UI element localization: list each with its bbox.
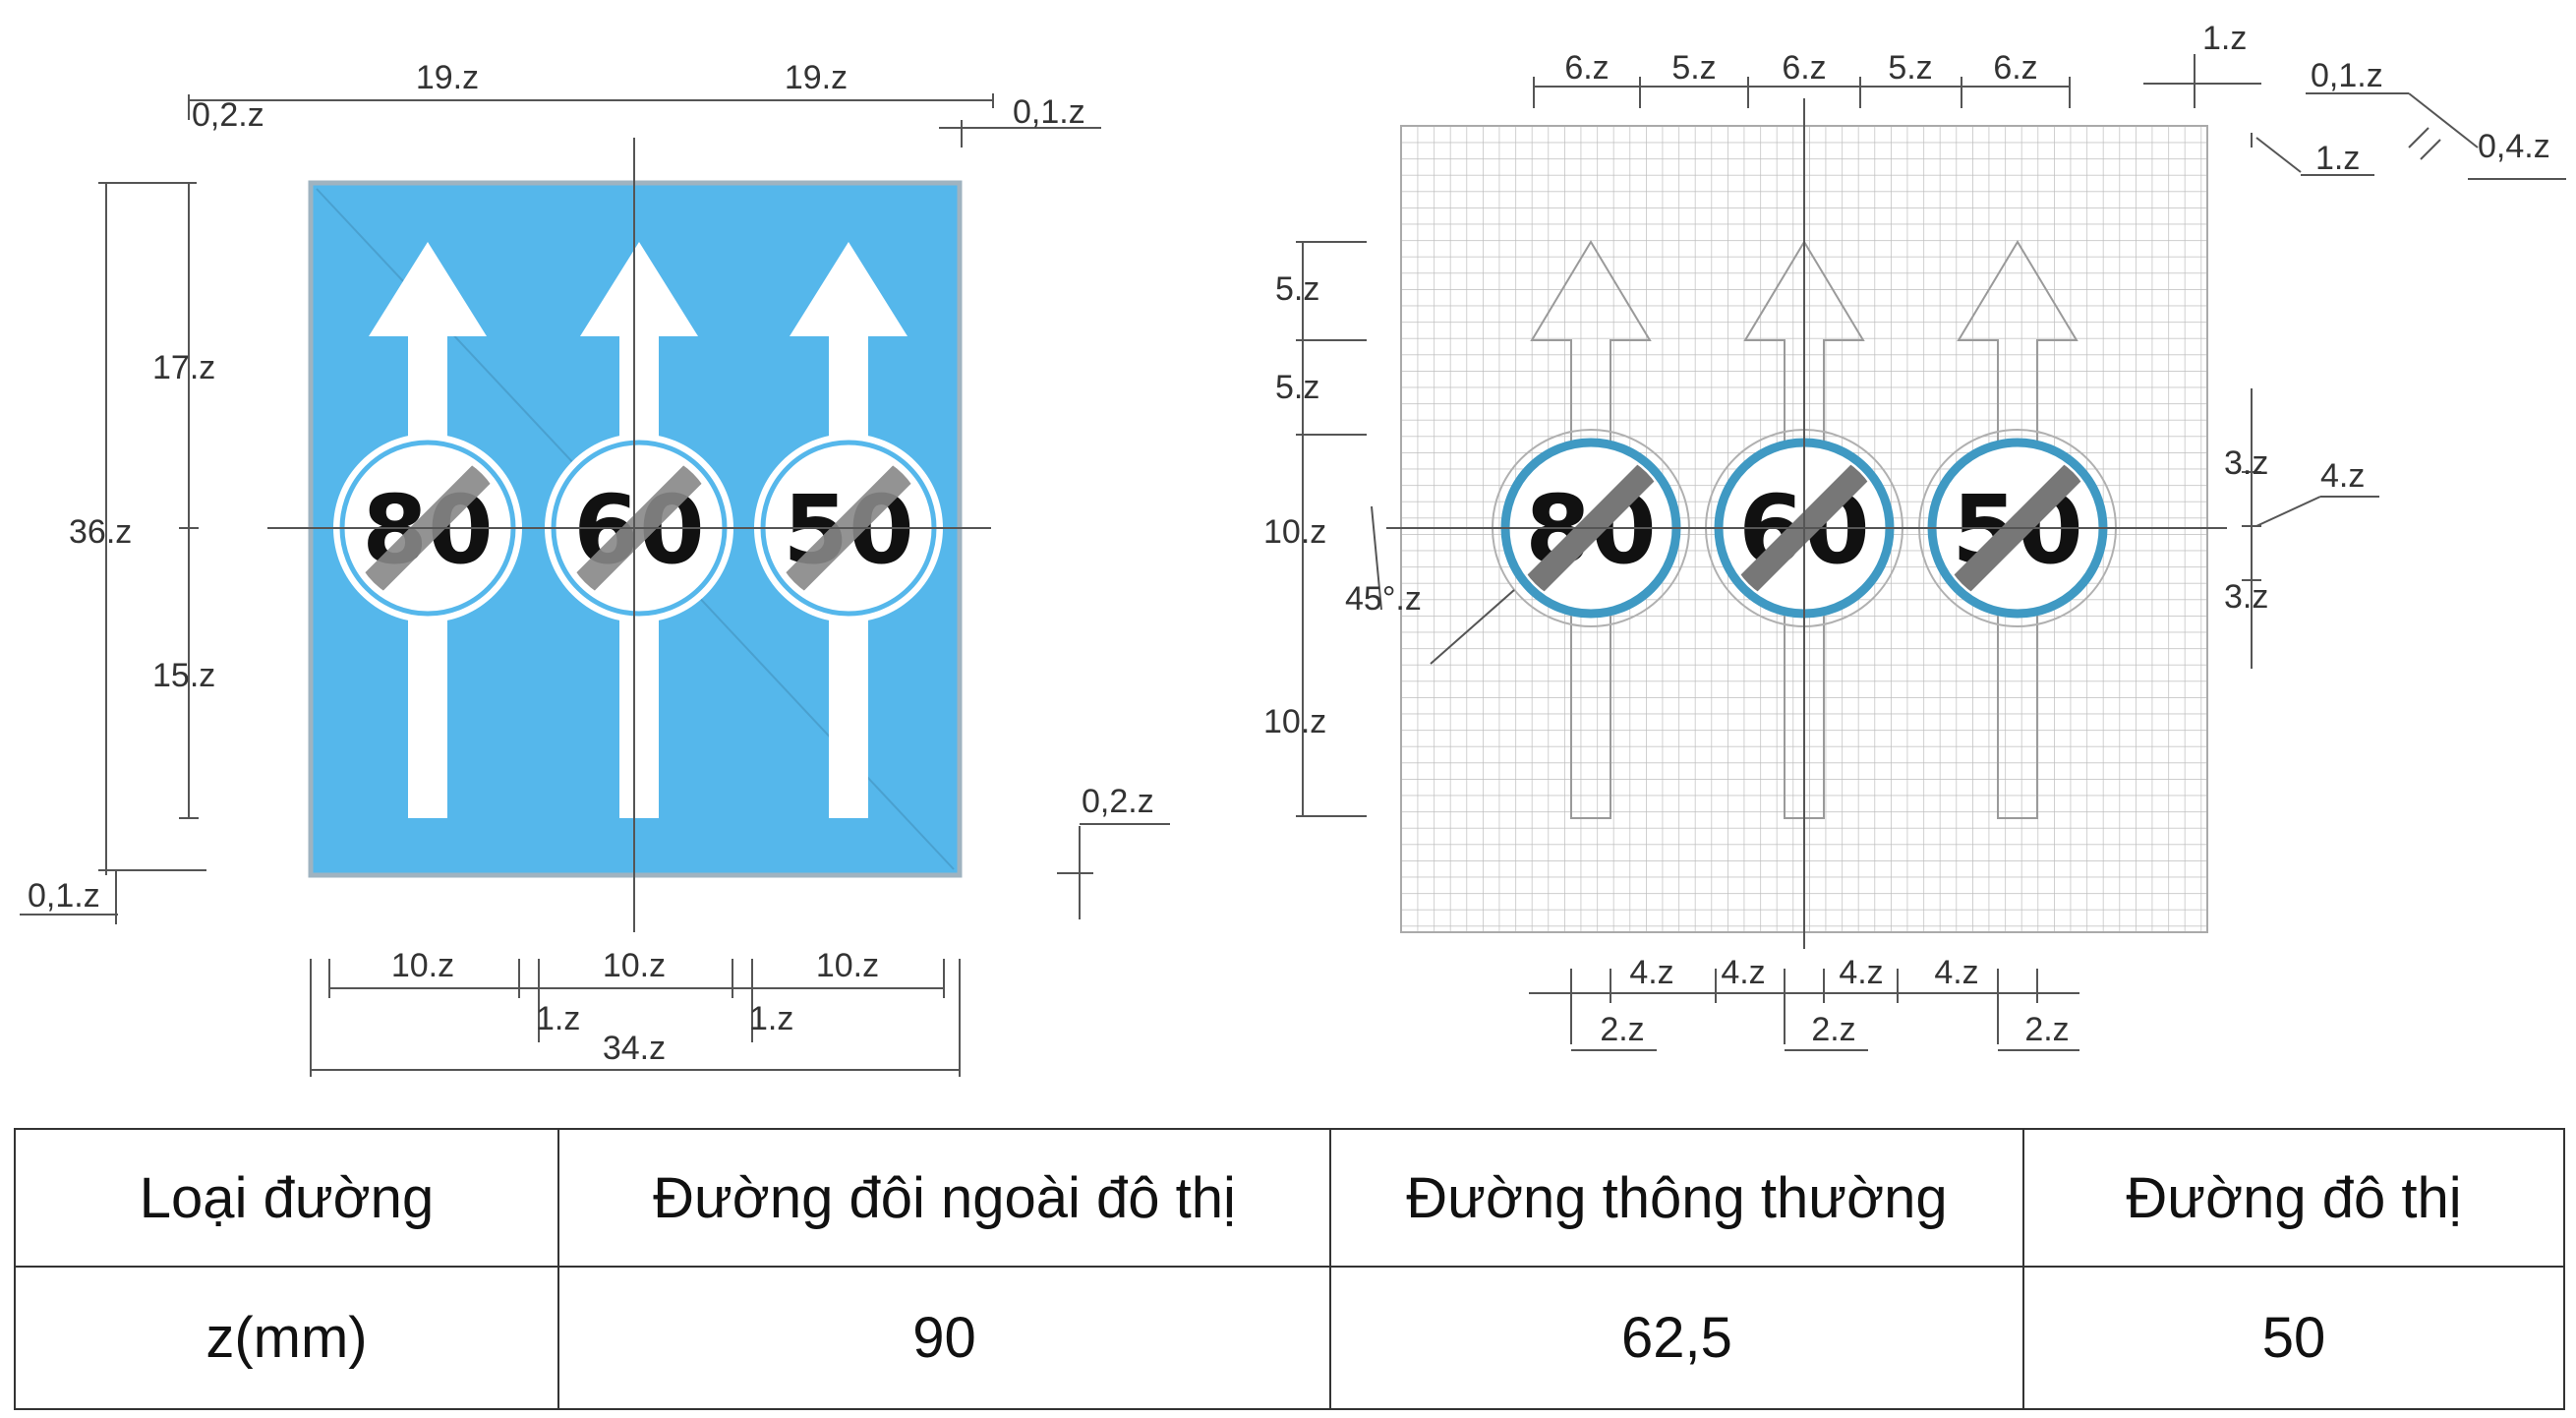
- dim-left-3: 10.z: [1263, 513, 1326, 551]
- dim-total-width: 34.z: [603, 1030, 666, 1067]
- dim-bottom-1: 4.z: [1629, 954, 1673, 991]
- grid-drawing: 80 60 50: [1386, 98, 2227, 949]
- dim-top-left: 19.z: [416, 59, 479, 96]
- dimensions-left: 19.z 19.z 0,2.z 0,1.z 36.z 17.z 15.z 0,1…: [20, 59, 1170, 1077]
- value-regular-road: 62,5: [1329, 1266, 2024, 1410]
- dimensions-right: 6.z 5.z 6.z 5.z 6.z 1.z 1.z 0,1.z 0,4.z …: [1263, 20, 2566, 1051]
- dim-lower-height: 15.z: [152, 657, 215, 694]
- dim-bottom-4: 4.z: [1934, 954, 1978, 991]
- dim-bottom-offset-2: 2.z: [1811, 1011, 1855, 1048]
- dim-upper-height: 17.z: [152, 349, 215, 386]
- dim-angle: 45°.z: [1345, 580, 1422, 618]
- dim-ring-1: 3.z: [2224, 444, 2268, 482]
- dim-gap-2: 1.z: [749, 1000, 793, 1037]
- dim-top-3: 6.z: [1782, 49, 1826, 87]
- z-value-table: Loại đường Đường đôi ngoài đô thị Đường …: [14, 1128, 2565, 1410]
- dim-bottom-offset-3: 2.z: [2024, 1011, 2069, 1048]
- header-regular-road: Đường thông thường: [1329, 1128, 2024, 1268]
- table-row: z(mm) 90 62,5 50: [14, 1266, 2565, 1410]
- dim-bottom-3: 4.z: [1839, 954, 1883, 991]
- table-header-row: Loại đường Đường đôi ngoài đô thị Đường …: [14, 1128, 2565, 1268]
- dim-border-offset: 0,2.z: [1082, 783, 1154, 820]
- dim-left-1: 5.z: [1275, 270, 1319, 308]
- technical-drawing: 80 60 50 19.z 19.z 0,2.z 0,1.z: [20, 20, 2566, 1077]
- dim-top-right-offset: 0,1.z: [1013, 93, 1085, 131]
- dim-bottom-offset-1: 2.z: [1600, 1011, 1644, 1048]
- dim-bottom-2: 4.z: [1721, 954, 1765, 991]
- dim-left-4: 10.z: [1263, 703, 1326, 740]
- dim-corner-4: 0,4.z: [2478, 128, 2550, 165]
- dim-corner-2: 1.z: [2315, 140, 2360, 177]
- value-urban-road: 50: [2022, 1266, 2565, 1410]
- dim-top-2: 5.z: [1671, 49, 1716, 87]
- header-road-type: Loại đường: [14, 1128, 559, 1268]
- dim-top-4: 5.z: [1888, 49, 1932, 87]
- dim-corner-1: 1.z: [2202, 20, 2247, 57]
- dim-height-total: 36.z: [69, 513, 132, 551]
- arrow-outline-1: [1530, 240, 1652, 819]
- dim-top-offset: 0,2.z: [192, 96, 264, 134]
- header-urban-road: Đường đô thị: [2022, 1128, 2565, 1268]
- arrow-outline-3: [1957, 240, 2078, 819]
- dim-ring-2: 4.z: [2320, 457, 2365, 495]
- dim-top-5: 6.z: [1993, 49, 2037, 87]
- dim-top-1: 6.z: [1564, 49, 1609, 87]
- dim-ring-3: 3.z: [2224, 578, 2268, 616]
- value-divided-highway: 90: [557, 1266, 1331, 1410]
- sign-left: 80 60 50: [267, 138, 991, 932]
- dim-col-1: 10.z: [391, 947, 454, 984]
- dim-left-2: 5.z: [1275, 369, 1319, 406]
- dim-bottom-offset: 0,1.z: [28, 877, 100, 915]
- dim-gap-1: 1.z: [536, 1000, 580, 1037]
- dim-corner-3: 0,1.z: [2311, 57, 2383, 94]
- dim-col-2: 10.z: [603, 947, 666, 984]
- header-divided-highway: Đường đôi ngoài đô thị: [557, 1128, 1331, 1268]
- dim-col-3: 10.z: [816, 947, 879, 984]
- row-label: z(mm): [14, 1266, 559, 1410]
- dim-top-right: 19.z: [785, 59, 848, 96]
